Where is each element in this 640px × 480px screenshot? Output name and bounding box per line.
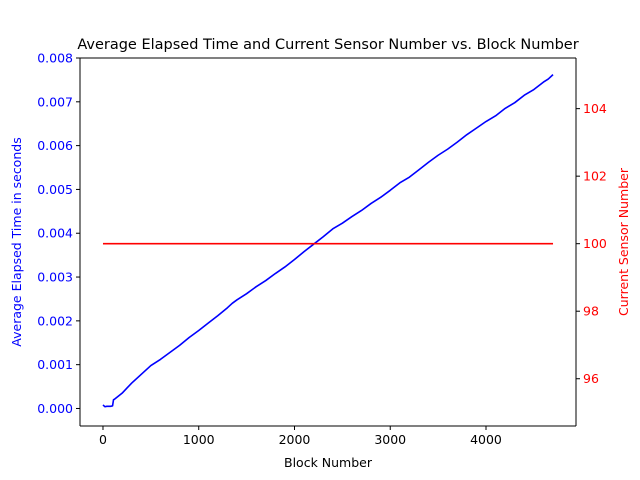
chart-title: Average Elapsed Time and Current Sensor … (77, 37, 578, 53)
x-tick-label: 3000 (374, 432, 406, 447)
series-layer (102, 74, 554, 408)
left-tick-label: 0.008 (37, 51, 73, 66)
plot-area (80, 58, 576, 426)
right-tick-label: 104 (583, 101, 607, 116)
right-tick-label: 96 (583, 371, 599, 386)
left-tick-label: 0.006 (37, 138, 73, 153)
x-tick-label: 4000 (470, 432, 502, 447)
x-tick-label: 1000 (183, 432, 215, 447)
right-tick-label: 100 (583, 236, 607, 251)
left-tick-label: 0.001 (37, 357, 73, 372)
left-tick-label: 0.000 (37, 401, 73, 416)
x-axis-ticks: 0 1000 2000 3000 4000 (99, 426, 502, 447)
left-tick-label: 0.007 (37, 94, 73, 109)
plot-frame (80, 58, 576, 426)
x-tick-label: 2000 (279, 432, 311, 447)
left-axis-ticks: 0.000 0.001 0.002 0.003 0.004 0.005 0.006 0.007… (37, 51, 80, 416)
axes-spines (79, 57, 577, 427)
series-line-1 (102, 74, 554, 408)
left-tick-label: 0.004 (37, 226, 73, 241)
left-tick-label: 0.002 (37, 313, 73, 328)
right-axis-ticks: 96 98 100 102 104 (576, 101, 607, 386)
right-tick-label: 98 (583, 304, 599, 319)
right-tick-label: 102 (583, 169, 607, 184)
left-tick-label: 0.005 (37, 182, 73, 197)
left-axis-label: Average Elapsed Time in seconds (9, 137, 24, 346)
x-axis-label: Block Number (284, 455, 373, 470)
left-tick-label: 0.003 (37, 270, 73, 285)
right-axis-label: Current Sensor Number (616, 167, 631, 316)
x-tick-label: 0 (99, 432, 107, 447)
